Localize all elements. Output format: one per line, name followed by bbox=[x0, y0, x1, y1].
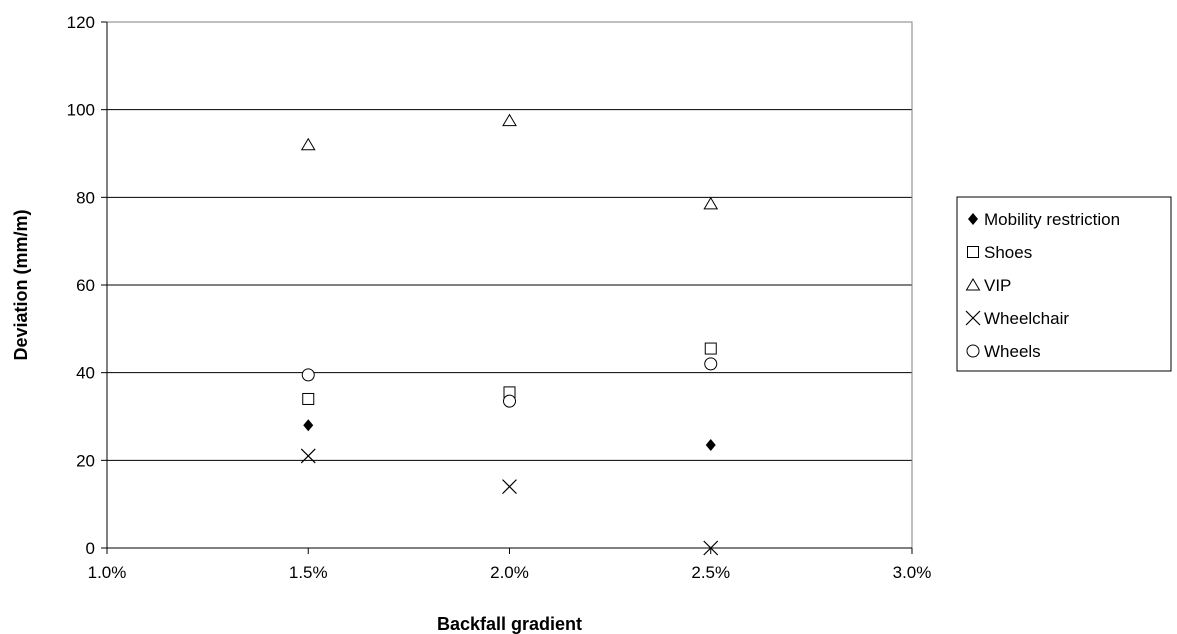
data-point-marker bbox=[301, 368, 315, 382]
data-point bbox=[705, 438, 716, 451]
data-point-marker bbox=[502, 479, 517, 495]
x-tick-label: 1.0% bbox=[88, 563, 127, 582]
legend-label: Wheelchair bbox=[984, 309, 1069, 328]
x-axis-title: Backfall gradient bbox=[437, 614, 582, 634]
legend: Mobility restriction Shoes VIP Wheelchair Wh… bbox=[956, 196, 1172, 372]
x-tick-label: 3.0% bbox=[893, 563, 932, 582]
data-point bbox=[704, 342, 717, 355]
data-point-marker bbox=[502, 113, 517, 127]
x-tick-label: 1.5% bbox=[289, 563, 328, 582]
data-point-marker bbox=[705, 438, 716, 451]
x-tick-label: 2.0% bbox=[490, 563, 529, 582]
data-point bbox=[502, 113, 517, 127]
data-point-marker bbox=[300, 448, 316, 464]
data-point-marker bbox=[704, 342, 717, 355]
data-point bbox=[703, 540, 719, 556]
data-point bbox=[704, 357, 718, 371]
y-tick-label: 120 bbox=[67, 13, 95, 32]
y-axis-title: Deviation (mm/m) bbox=[11, 209, 31, 360]
legend-marker bbox=[967, 246, 979, 258]
data-point bbox=[300, 448, 316, 464]
legend-label: VIP bbox=[984, 276, 1011, 295]
axes bbox=[101, 21, 913, 554]
legend-item: Wheels bbox=[966, 342, 1041, 361]
legend-item: Mobility restriction bbox=[968, 210, 1120, 229]
y-tick-label: 0 bbox=[86, 539, 95, 558]
y-tick-label: 20 bbox=[76, 451, 95, 470]
data-point bbox=[303, 419, 314, 432]
legend-item: VIP bbox=[965, 276, 1011, 295]
legend-label: Wheels bbox=[984, 342, 1041, 361]
data-point bbox=[300, 137, 316, 151]
data-point bbox=[502, 479, 517, 495]
data-point-marker bbox=[503, 394, 516, 408]
legend-box bbox=[956, 196, 1172, 372]
y-tick-label: 60 bbox=[76, 276, 95, 295]
legend-marker bbox=[965, 310, 981, 326]
data-point-marker bbox=[300, 137, 316, 151]
data-point bbox=[503, 394, 516, 408]
data-point bbox=[302, 392, 315, 405]
data-points bbox=[300, 113, 719, 556]
legend-marker bbox=[968, 213, 978, 225]
data-point-marker bbox=[703, 540, 719, 556]
tick-labels: 0 20 40 60 80 100 120 1.0% 1.5% 2.0% 2.5% 3.0% bbox=[67, 13, 932, 582]
data-point-marker bbox=[303, 419, 314, 432]
data-point-marker bbox=[704, 357, 718, 371]
y-tick-label: 80 bbox=[76, 188, 95, 207]
data-point bbox=[301, 368, 315, 382]
legend-marker bbox=[966, 344, 980, 358]
legend-item: Shoes bbox=[967, 243, 1032, 262]
data-point bbox=[703, 196, 719, 210]
legend-label: Mobility restriction bbox=[984, 210, 1120, 229]
legend-marker bbox=[965, 278, 981, 291]
data-point-marker bbox=[703, 196, 719, 210]
x-tick-label: 2.5% bbox=[691, 563, 730, 582]
legend-item: Wheelchair bbox=[965, 309, 1069, 328]
data-point-marker bbox=[302, 392, 315, 405]
y-tick-label: 40 bbox=[76, 364, 95, 383]
legend-label: Shoes bbox=[984, 243, 1032, 262]
y-tick-label: 100 bbox=[67, 101, 95, 120]
